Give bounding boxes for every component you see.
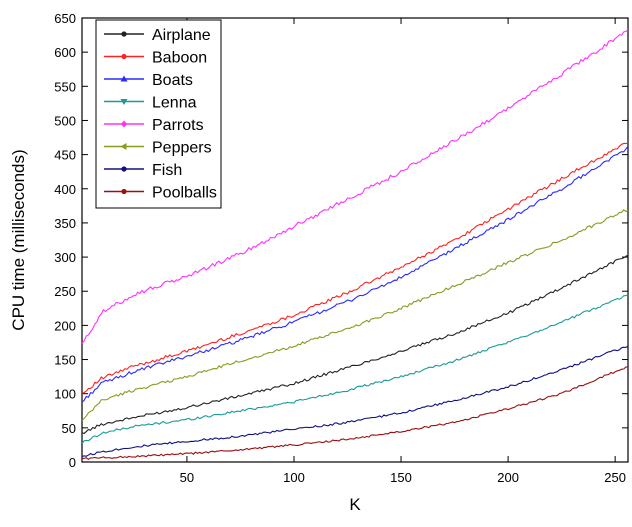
series-line-poolballs	[81, 366, 629, 460]
legend-item-peppers: Peppers	[104, 140, 212, 157]
legend-item-lenna: Lenna	[104, 95, 197, 112]
series-line-parrots	[81, 29, 629, 344]
x-axis-title: K	[349, 495, 361, 514]
legend-label: Baboon	[152, 50, 207, 67]
x-tick-label: 50	[180, 470, 194, 485]
y-tick-label: 350	[54, 216, 76, 231]
y-axis-title: CPU time (milliseconds)	[9, 149, 28, 330]
legend-marker	[121, 31, 127, 37]
legend-item-baboon: Baboon	[104, 50, 207, 67]
series-line-peppers	[81, 209, 629, 421]
axes: 0 50 100 150 200 250 300 350 400 450 500 550 600 650 5…	[54, 11, 629, 485]
legend: Airplane Baboon Boats Lenna Parrots Peppers Fi…	[95, 19, 222, 209]
series-boats	[81, 146, 629, 403]
legend-label: Boats	[152, 72, 193, 89]
y-tick-label: 400	[54, 182, 76, 197]
y-tick-label: 0	[69, 455, 76, 470]
y-tick-label: 50	[62, 421, 76, 436]
series-line-fish	[81, 345, 629, 458]
y-tick-label: 150	[54, 353, 76, 368]
legend-item-fish: Fish	[104, 162, 182, 179]
y-tick-label: 200	[54, 318, 76, 333]
legend-item-parrots: Parrots	[104, 117, 204, 134]
legend-label: Lenna	[152, 95, 197, 112]
y-tick-label: 650	[54, 11, 76, 26]
legend-item-boats: Boats	[104, 72, 193, 89]
series-peppers	[81, 209, 629, 421]
legend-box	[95, 19, 222, 209]
series-line-lenna	[81, 294, 629, 444]
legend-label: Poolballs	[152, 185, 217, 202]
series-baboon	[81, 142, 629, 394]
legend-label: Airplane	[152, 27, 211, 44]
y-tick-label: 100	[54, 387, 76, 402]
series-parrots	[81, 29, 629, 344]
y-tick-label: 250	[54, 284, 76, 299]
series-lenna	[81, 294, 629, 444]
legend-item-airplane: Airplane	[104, 27, 211, 44]
legend-label: Fish	[152, 162, 182, 179]
legend-marker	[121, 120, 127, 128]
y-tick-label: 450	[54, 148, 76, 163]
series-airplane	[81, 254, 629, 435]
x-tick-label: 150	[390, 470, 412, 485]
y-tick-label: 300	[54, 250, 76, 265]
y-tick-label: 600	[54, 45, 76, 60]
legend-item-poolballs: Poolballs	[104, 185, 217, 202]
legend-marker	[121, 53, 127, 60]
legend-marker	[121, 188, 127, 195]
series-line-boats	[81, 146, 629, 403]
legend-marker	[120, 75, 128, 82]
plot-frame	[81, 17, 629, 463]
legend-label: Parrots	[152, 117, 204, 134]
x-tick-label: 250	[604, 470, 626, 485]
series-line-baboon	[81, 142, 629, 394]
y-tick-label: 550	[54, 79, 76, 94]
legend-label: Peppers	[152, 140, 212, 157]
series-line-airplane	[81, 254, 629, 435]
series-layer	[81, 29, 629, 460]
legend-marker	[120, 99, 128, 105]
x-tick-label: 200	[497, 470, 519, 485]
legend-marker	[121, 166, 127, 172]
x-tick-label: 100	[283, 470, 305, 485]
series-fish	[81, 345, 629, 458]
legend-marker	[120, 143, 127, 150]
y-tick-label: 500	[54, 113, 76, 128]
series-poolballs	[81, 366, 629, 460]
